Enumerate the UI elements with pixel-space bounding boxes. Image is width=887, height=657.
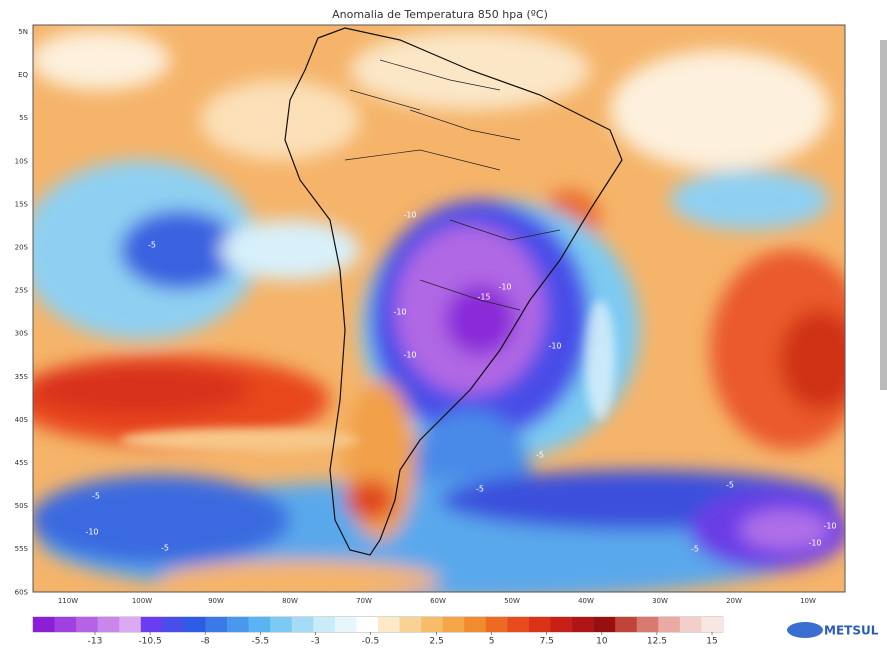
colorbar-label: 2.5 (429, 637, 443, 647)
longitude-label: 100W (132, 597, 152, 605)
latitude-label: 15S (15, 200, 29, 208)
colorbar-swatch (442, 617, 465, 632)
colorbar-swatch (636, 617, 659, 632)
latitude-label: 25S (15, 287, 29, 295)
logo: METSUL (787, 622, 879, 638)
latitude-label: 50S (15, 502, 29, 510)
colorbar-label: -5.5 (251, 637, 269, 647)
contour-label: -10 (823, 522, 836, 531)
colorbar-label: 5 (489, 637, 495, 647)
colorbar-swatch (183, 617, 206, 632)
colorbar-swatch (205, 617, 228, 632)
borders (344, 59, 561, 311)
colorbar-swatch (313, 617, 336, 632)
longitude-label: 70W (356, 597, 372, 605)
colorbar-swatch (54, 617, 77, 632)
colorbar-swatch (140, 617, 163, 632)
logo-text: METSUL (824, 624, 879, 638)
contour-label: -10 (393, 308, 406, 317)
map-frame (32, 24, 846, 593)
colorbar-swatch (378, 617, 400, 632)
colorbar-swatch (658, 617, 681, 632)
latitude-label: 60S (15, 588, 29, 596)
colorbar-swatch (679, 617, 702, 632)
contour-label: -15 (477, 293, 490, 302)
scroll-edge (880, 40, 887, 390)
longitude-label: 50W (504, 597, 520, 605)
colorbar-label: -0.5 (362, 637, 380, 647)
latitude-label: EQ (18, 71, 28, 79)
colorbar-label: 10 (596, 637, 608, 647)
colorbar-swatch (270, 617, 293, 632)
colorbar-swatch (485, 617, 508, 632)
colorbar-swatch (421, 617, 443, 632)
latitude-label: 5N (18, 28, 28, 36)
latitude-label: 10S (15, 157, 29, 165)
colorbar-swatch (507, 617, 530, 632)
contour-label: -10 (498, 283, 511, 292)
contour-label: -5 (92, 492, 100, 501)
colorbar-swatch (334, 617, 357, 632)
colorbar-swatch (593, 617, 616, 632)
contour-label: -5 (691, 545, 699, 554)
contour-label: -5 (536, 451, 544, 460)
contour-label: -10 (548, 342, 561, 351)
colorbar-label: -13 (88, 637, 103, 647)
colorbar-swatch (227, 617, 249, 632)
longitude-label: 60W (430, 597, 446, 605)
map-title: Anomalia de Temperatura 850 hpa (ºC) (332, 8, 548, 21)
latitude-label: 40S (15, 416, 29, 424)
latitude-label: 35S (15, 373, 29, 381)
colorbar-swatch (701, 617, 724, 632)
contour-label: -5 (161, 544, 169, 553)
longitude-label: 40W (578, 597, 594, 605)
colorbar-swatch (356, 617, 379, 632)
colorbar-swatch (119, 617, 142, 632)
longitude-label: 30W (652, 597, 668, 605)
colorbar-label: -10.5 (138, 637, 161, 647)
colorbar-swatch (464, 617, 487, 632)
contour-label: -10 (403, 211, 416, 220)
colorbar-swatch (615, 617, 638, 632)
latitude-label: 45S (15, 459, 29, 467)
colorbar-label: -8 (201, 637, 210, 647)
colorbar-swatch (33, 617, 55, 632)
contour-label: -10 (403, 351, 416, 360)
latitude-label: 5S (19, 114, 28, 122)
colorbar-swatch (248, 617, 271, 632)
colorbar-label: 15 (706, 637, 717, 647)
coastline (284, 27, 623, 556)
colorbar-label: 12.5 (647, 637, 667, 647)
latitude-label: 20S (15, 244, 29, 252)
contour-label: -10 (808, 539, 821, 548)
colorbar-swatch (162, 617, 185, 632)
longitude-label: 20W (726, 597, 742, 605)
longitude-label: 80W (282, 597, 298, 605)
colorbar-swatch (550, 617, 573, 632)
colorbar-swatch (76, 617, 98, 632)
colorbar-label: -3 (311, 637, 320, 647)
contour-label: -5 (726, 481, 734, 490)
longitude-label: 10W (800, 597, 816, 605)
longitude-label: 90W (208, 597, 224, 605)
colorbar-swatch (399, 617, 422, 632)
contour-label: -5 (476, 485, 484, 494)
colorbar-swatch (291, 617, 314, 632)
colorbar-label: 7.5 (540, 637, 554, 647)
latitude-label: 30S (15, 330, 29, 338)
colorbar-swatch (572, 617, 594, 632)
latitude-label: 55S (15, 545, 29, 553)
colorbar-swatch (528, 617, 551, 632)
map (33, 25, 845, 592)
contour-label: -10 (85, 528, 98, 537)
contour-label: -5 (148, 241, 156, 250)
longitude-label: 110W (58, 597, 78, 605)
colorbar-swatch (97, 617, 120, 632)
